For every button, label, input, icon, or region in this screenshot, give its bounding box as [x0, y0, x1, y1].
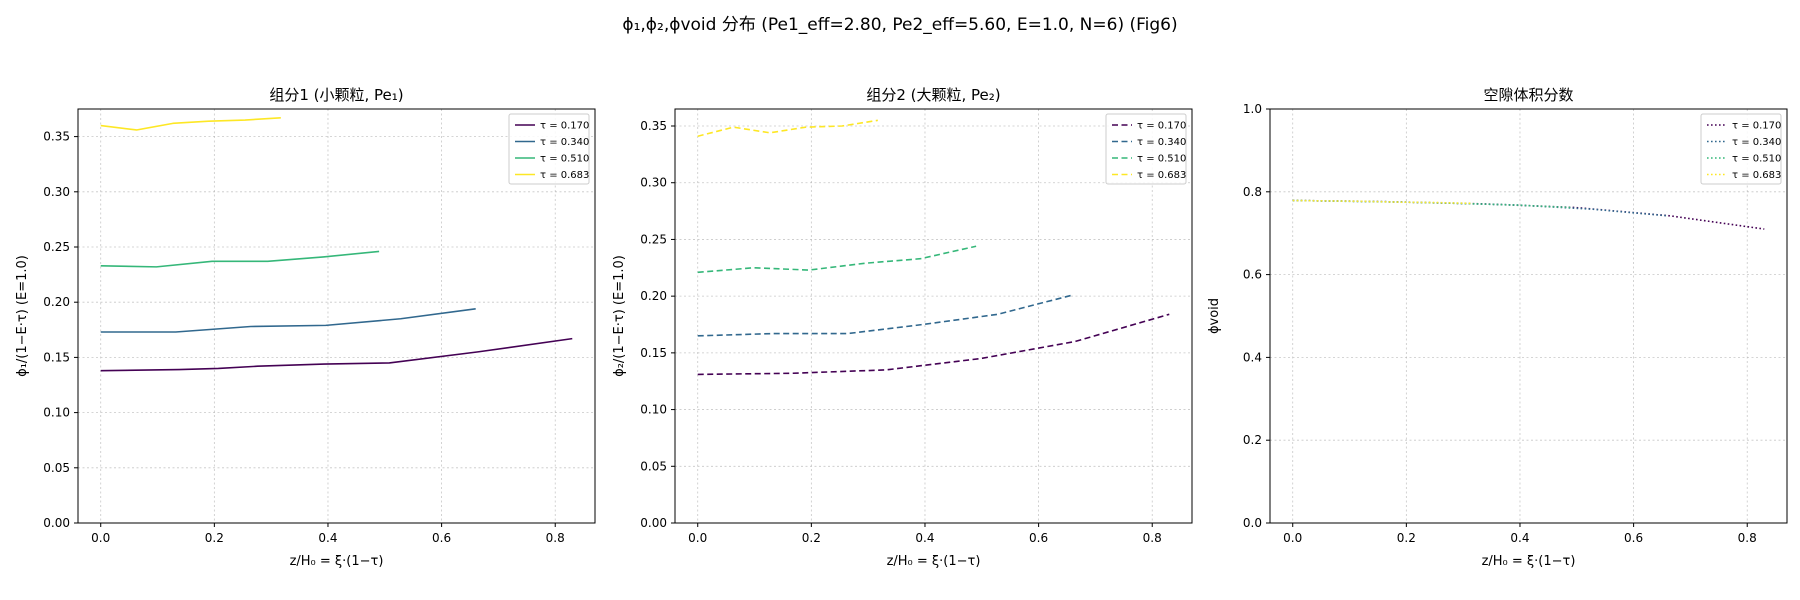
- x-tick-label: 0.8: [546, 531, 565, 545]
- y-tick-label: 0.35: [43, 130, 70, 144]
- series-line-4: [100, 117, 281, 131]
- x-tick-label: 0.2: [1397, 531, 1416, 545]
- y-tick-label: 0.20: [640, 289, 667, 303]
- legend-label: τ = 0.683: [540, 170, 589, 181]
- y-tick-label: 0.30: [640, 176, 667, 190]
- series-line-4: [697, 119, 878, 137]
- y-tick-label: 0.05: [43, 461, 70, 475]
- legend: τ = 0.170 τ = 0.340 τ = 0.510 τ = 0.683: [508, 113, 590, 185]
- legend-label: τ = 0.510: [1137, 154, 1186, 165]
- legend-box: [1105, 113, 1187, 185]
- panel-title: 组分1 (小颗粒, Pe₁): [269, 86, 403, 104]
- y-tick-label: 0.2: [1243, 433, 1262, 447]
- y-tick-label: 0.10: [640, 403, 667, 417]
- y-axis-label: ϕvoid: [1207, 298, 1222, 334]
- legend-label: τ = 0.340: [1732, 137, 1781, 148]
- y-tick-label: 0.4: [1243, 350, 1262, 364]
- x-tick-label: 0.0: [91, 531, 110, 545]
- y-tick-label: 0.15: [640, 346, 667, 360]
- x-tick-label: 0.6: [1624, 531, 1643, 545]
- plot-frame: [77, 108, 596, 524]
- chart-panel-3: 0.0 0.2 0.4 0.6 0.8 0.0 0.2 0.4 0.6 0.8 1.0 空隙体积分数 z…: [1207, 86, 1788, 569]
- x-tick-label: 0.6: [432, 531, 451, 545]
- panel-title: 组分2 (大颗粒, Pe₂): [866, 86, 1000, 104]
- series-line-3: [1292, 199, 1572, 209]
- x-tick-label: 0.8: [1143, 531, 1162, 545]
- panel-title: 空隙体积分数: [1483, 86, 1573, 104]
- series-line-2: [100, 308, 476, 333]
- series-line-3: [697, 245, 977, 274]
- series-line-1: [1292, 199, 1765, 230]
- legend-label: τ = 0.340: [540, 137, 589, 148]
- x-tick-label: 0.4: [318, 531, 337, 545]
- legend-label: τ = 0.340: [1137, 137, 1186, 148]
- x-tick-label: 0.2: [205, 531, 224, 545]
- legend-box: [508, 113, 590, 185]
- x-tick-label: 0.0: [1283, 531, 1302, 545]
- chart-panel-2: 0.0 0.2 0.4 0.6 0.8 0.00 0.05 0.10 0.15 0.20 0.25 0…: [612, 86, 1193, 569]
- legend-label: τ = 0.170: [1732, 121, 1781, 132]
- y-tick-label: 0.15: [43, 350, 70, 364]
- x-tick-label: 0.4: [1510, 531, 1529, 545]
- y-tick-label: 1.0: [1243, 102, 1262, 116]
- y-tick-label: 0.05: [640, 459, 667, 473]
- series-line-1: [697, 313, 1170, 376]
- legend-label: τ = 0.510: [1732, 154, 1781, 165]
- legend-label: τ = 0.683: [1137, 170, 1186, 181]
- x-tick-label: 0.6: [1029, 531, 1048, 545]
- chart-panel-1: 0.0 0.2 0.4 0.6 0.8 0.00 0.05 0.10 0.15 0.20 0.25 0…: [15, 86, 596, 569]
- x-tick-label: 0.2: [802, 531, 821, 545]
- series-line-3: [100, 250, 380, 268]
- legend-label: τ = 0.170: [540, 121, 589, 132]
- legend-box: [1700, 113, 1782, 185]
- y-tick-label: 0.25: [43, 240, 70, 254]
- x-tick-label: 0.4: [915, 531, 934, 545]
- y-tick-label: 0.35: [640, 119, 667, 133]
- series-line-2: [697, 294, 1073, 337]
- legend-label: τ = 0.170: [1137, 121, 1186, 132]
- plot-frame: [674, 108, 1193, 524]
- x-axis-label: z/H₀ = ξ·(1−τ): [290, 554, 384, 569]
- x-tick-label: 0.0: [688, 531, 707, 545]
- series-line-2: [1292, 199, 1668, 217]
- y-tick-label: 0.10: [43, 406, 70, 420]
- y-axis-label: ϕ₂/(1−E·τ) (E=1.0): [612, 255, 627, 377]
- y-tick-label: 0.6: [1243, 268, 1262, 282]
- figure-suptitle: ϕ₁,ϕ₂,ϕvoid 分布 (Pe1_eff=2.80, Pe2_eff=5.…: [622, 15, 1177, 35]
- series-line-1: [100, 337, 573, 372]
- legend: τ = 0.170 τ = 0.340 τ = 0.510 τ = 0.683: [1105, 113, 1187, 185]
- y-tick-label: 0.20: [43, 295, 70, 309]
- series-line-4: [1292, 199, 1473, 205]
- y-tick-label: 0.30: [43, 185, 70, 199]
- x-axis-label: z/H₀ = ξ·(1−τ): [1482, 554, 1576, 569]
- y-tick-label: 0.8: [1243, 185, 1262, 199]
- y-axis-label: ϕ₁/(1−E·τ) (E=1.0): [15, 255, 30, 377]
- y-tick-label: 0.25: [640, 232, 667, 246]
- y-tick-label: 0.00: [640, 516, 667, 530]
- legend-label: τ = 0.683: [1732, 170, 1781, 181]
- y-tick-label: 0.0: [1243, 516, 1262, 530]
- x-tick-label: 0.8: [1738, 531, 1757, 545]
- y-tick-label: 0.00: [43, 516, 70, 530]
- plot-frame: [1269, 108, 1788, 524]
- legend-label: τ = 0.510: [540, 154, 589, 165]
- x-axis-label: z/H₀ = ξ·(1−τ): [887, 554, 981, 569]
- legend: τ = 0.170 τ = 0.340 τ = 0.510 τ = 0.683: [1700, 113, 1782, 185]
